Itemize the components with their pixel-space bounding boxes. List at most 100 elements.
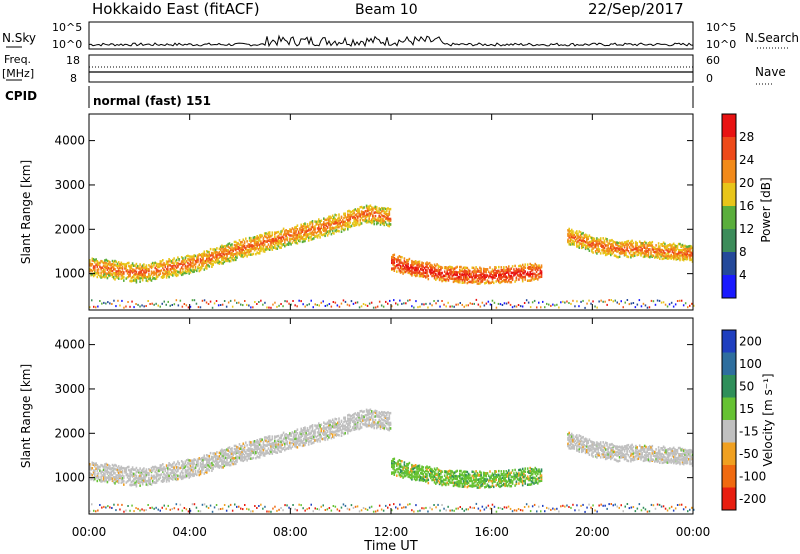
power-clutter	[479, 305, 482, 308]
velocity-echo	[211, 466, 213, 470]
power-echo	[359, 206, 362, 209]
power-echo	[318, 224, 320, 227]
power-echo	[583, 240, 586, 243]
power-echo	[472, 269, 475, 273]
power-clutter	[540, 306, 542, 309]
power-echo	[280, 237, 282, 241]
power-echo	[310, 221, 313, 224]
velocity-echo	[192, 474, 194, 478]
velocity-echo	[320, 423, 323, 426]
power-echo	[419, 274, 422, 278]
power-echo	[216, 247, 218, 250]
power-echo	[455, 279, 457, 283]
velocity-echo	[309, 432, 311, 435]
power-echo	[277, 237, 280, 240]
power-echo	[482, 267, 485, 271]
velocity-echo	[141, 482, 144, 486]
noise-trace	[88, 34, 694, 48]
velocity-echo	[368, 416, 370, 419]
power-echo	[426, 275, 428, 278]
power-echo	[655, 250, 657, 254]
velocity-echo	[387, 421, 389, 424]
power-echo	[504, 278, 506, 282]
power-clutter	[505, 302, 508, 305]
power-echo	[149, 278, 151, 282]
power-echo	[368, 208, 370, 212]
velocity-echo	[112, 472, 115, 475]
power-echo	[350, 214, 353, 217]
power-echo	[428, 270, 431, 274]
velocity-echo	[180, 477, 183, 481]
velocity-echo	[178, 462, 180, 465]
velocity-echo	[224, 450, 227, 453]
power-echo	[462, 270, 465, 273]
power-echo	[430, 267, 432, 270]
power-echo	[134, 279, 136, 282]
power-echo	[343, 228, 345, 232]
power-echo	[377, 217, 379, 220]
power-echo	[533, 266, 535, 269]
velocity-echo	[139, 467, 141, 470]
power-echo	[633, 247, 636, 251]
velocity-echo	[96, 472, 99, 476]
power-echo	[96, 270, 99, 273]
power-echo	[487, 275, 490, 278]
velocity-echo	[184, 470, 187, 474]
power-echo	[436, 274, 438, 278]
power-echo	[138, 274, 140, 278]
velocity-echo	[135, 482, 138, 486]
velocity-echo	[359, 418, 362, 422]
velocity-echo	[270, 438, 272, 442]
velocity-echo	[401, 471, 403, 475]
velocity-echo	[184, 473, 187, 477]
power-clutter	[441, 300, 443, 302]
velocity-echo	[266, 444, 268, 447]
power-echo	[489, 281, 491, 285]
velocity-echo	[304, 430, 306, 433]
power-echo	[235, 248, 237, 252]
power-echo	[685, 253, 688, 257]
power-echo	[301, 225, 304, 228]
power-echo	[316, 230, 319, 234]
power-echo	[457, 271, 460, 274]
power-echo	[589, 240, 592, 244]
power-echo	[638, 248, 641, 252]
power-echo	[674, 246, 676, 249]
velocity-echo	[343, 427, 345, 430]
power-echo	[398, 269, 401, 273]
power-echo	[367, 219, 369, 223]
velocity-echo	[145, 473, 148, 476]
power-clutter	[236, 301, 238, 304]
velocity-echo	[316, 440, 319, 443]
power-echo	[504, 273, 506, 277]
power-echo	[207, 264, 209, 267]
velocity-echo	[248, 443, 251, 446]
power-echo	[231, 251, 233, 255]
power-echo	[630, 242, 632, 245]
power-echo	[669, 255, 671, 258]
power-echo	[399, 271, 402, 274]
velocity-echo	[174, 469, 177, 472]
power-echo	[324, 234, 326, 238]
velocity-echo	[155, 475, 158, 478]
power-echo	[489, 274, 491, 278]
power-echo	[131, 262, 134, 265]
velocity-echo	[365, 423, 368, 426]
power-echo	[435, 264, 437, 268]
power-echo	[203, 262, 206, 265]
power-echo	[362, 218, 364, 222]
power-echo	[178, 263, 180, 266]
power-echo	[616, 241, 618, 244]
velocity-echo	[117, 478, 120, 481]
power-echo	[163, 272, 165, 276]
power-echo	[174, 265, 177, 268]
power-echo	[407, 262, 409, 265]
power-ylabel: Slant Range [km]	[19, 160, 33, 264]
velocity-echo	[146, 479, 149, 483]
velocity-echo	[245, 441, 247, 444]
power-echo	[197, 255, 199, 259]
velocity-echo	[347, 417, 349, 420]
power-echo	[231, 248, 233, 252]
velocity-echo	[320, 437, 323, 440]
power-clutter	[272, 303, 274, 306]
